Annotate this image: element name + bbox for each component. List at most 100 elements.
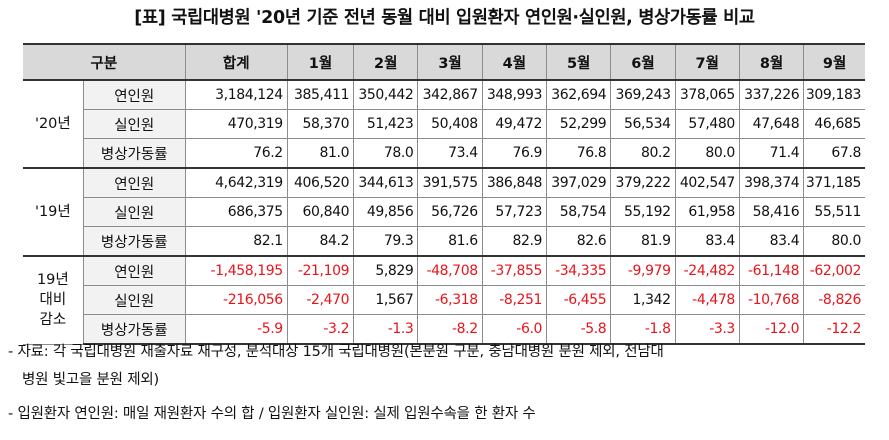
value-cell: 46,685 [803,109,865,139]
row-label: 실인원 [83,109,186,139]
value-cell: 79.3 [353,226,419,257]
value-cell: 369,243 [610,79,676,110]
value-cell: -3.3 [674,314,740,345]
row-group-label: 19년 대비 감소 [23,255,84,345]
value-cell: -5.9 [184,314,288,345]
value-cell: 406,520 [286,167,355,198]
header-col: 합계 [184,43,288,81]
row-label: 실인원 [83,197,186,227]
value-cell: 76.9 [481,138,548,169]
header-col: 3월 [417,43,483,81]
value-cell: 80.2 [610,138,676,169]
value-cell: -10,768 [738,285,805,315]
value-cell: 82.9 [481,226,548,257]
value-cell: -8,826 [803,285,865,315]
value-cell: 47,648 [738,109,805,139]
value-cell: -62,002 [803,255,865,286]
value-cell: 58,416 [738,197,805,227]
row-group-label-line: 대비 [39,292,67,309]
value-cell: 391,575 [417,167,483,198]
value-cell: -61,148 [738,255,805,286]
value-cell: 49,856 [353,197,419,227]
value-cell: 71.4 [738,138,805,169]
value-cell: 3,184,124 [184,79,288,110]
header-group: 구분 [23,43,186,81]
value-cell: 58,754 [546,197,612,227]
table-row: '20년 연인원 3,184,124 385,411 350,442 342,867 348… [23,79,865,169]
source-note-line2: 병원 빛고을 분원 제외) [22,372,159,388]
value-cell: 398,374 [738,167,805,198]
value-cell: 397,029 [546,167,612,198]
value-cell: 1,567 [353,285,419,315]
table-row: 병상가동률 76.2 81.0 78.0 73.4 76.9 76.8 80.2 80.0 71.… [23,138,865,169]
value-cell: 371,185 [803,167,865,198]
value-cell: 402,547 [674,167,740,198]
value-cell: 337,226 [738,79,805,110]
row-label: 병상가동률 [83,226,186,257]
value-cell: 379,222 [610,167,676,198]
value-cell: 57,480 [674,109,740,139]
value-cell: 61,958 [674,197,740,227]
value-cell: -6,318 [417,285,483,315]
header-col: 1월 [286,43,355,81]
row-label: 연인원 [82,79,186,110]
group-2019: '19년 연인원 4,642,319 406,520 344,613 391,575 386… [23,167,865,257]
value-cell: 67.8 [803,138,865,169]
value-cell: 52,299 [546,109,612,139]
value-cell: 80.0 [803,226,865,257]
value-cell: -12.0 [738,314,805,345]
value-cell: 309,183 [803,79,865,110]
value-cell: 350,442 [353,79,419,110]
row-label: 실인원 [83,285,186,315]
table-row: 실인원 470,319 58,370 51,423 50,408 49,472 52,299… [23,109,865,139]
value-cell: 83.4 [738,226,805,257]
value-cell: -1,458,195 [184,255,288,286]
value-cell: 81.9 [610,226,676,257]
value-cell: 82.6 [546,226,612,257]
table-row: 병상가동률 82.1 84.2 79.3 81.6 82.9 82.6 81.9 83.4 83.… [23,226,865,257]
value-cell: 51,423 [353,109,419,139]
value-cell: -1.3 [353,314,419,345]
value-cell: 686,375 [184,197,288,227]
header-col: 4월 [481,43,548,81]
group-change: 19년 대비 감소 연인원 -1,458,195 -21,109 5,829 -48,708-… [23,255,865,345]
row-label: 연인원 [82,167,186,198]
row-label: 병상가동률 [83,138,186,169]
value-cell: 58,370 [286,109,355,139]
value-cell: -1.8 [610,314,676,345]
value-cell: 76.2 [184,138,288,169]
header-col: 7월 [674,43,740,81]
row-group-label-line: 19년 [36,272,69,289]
value-cell: 56,534 [610,109,676,139]
value-cell: 378,065 [674,79,740,110]
value-cell: 4,642,319 [184,167,288,198]
value-cell: -4,478 [674,285,740,315]
value-cell: -12.2 [803,314,865,345]
value-cell: 470,319 [184,109,288,139]
source-note-line1: - 자료: 각 국립대병원 재출자료 재구성, 분석대상 15개 국립대병원(본… [8,344,664,360]
header-col: 8월 [738,43,805,81]
value-cell: 386,848 [481,167,548,198]
value-cell: -9,979 [610,255,676,286]
row-group-label: '19년 [23,167,84,257]
value-cell: 57,723 [481,197,548,227]
table-row: '19년 연인원 4,642,319 406,520 344,613 391,575 386… [23,167,865,257]
value-cell: 82.1 [184,226,288,257]
value-cell: 56,726 [417,197,483,227]
value-cell: 81.6 [417,226,483,257]
group-2020: '20년 연인원 3,184,124 385,411 350,442 342,867 348… [23,79,865,169]
header-row: 구분 합계 1월 2월 3월 4월 5월 6월 7월 8월 9월 [23,43,865,81]
value-cell: 81.0 [286,138,355,169]
value-cell: -34,335 [546,255,612,286]
value-cell: -5.8 [546,314,612,345]
comparison-table: 구분 합계 1월 2월 3월 4월 5월 6월 7월 8월 9월 '20년 연인원… [23,43,865,345]
header-col: 2월 [353,43,419,81]
value-cell: -6.0 [481,314,548,345]
value-cell: -8,251 [481,285,548,315]
value-cell: -21,109 [286,255,355,286]
table-row: 실인원 686,375 60,840 49,856 56,726 57,723 58,754… [23,197,865,227]
table-title: [표] 국립대병원 '20년 기준 전년 동월 대비 입원환자 연인원·실인원,… [134,8,755,28]
value-cell: 78.0 [353,138,419,169]
value-cell: 49,472 [481,109,548,139]
definition-note: - 입원환자 연인원: 매일 재원환자 수의 합 / 입원환자 실인원: 실제 … [8,406,536,422]
